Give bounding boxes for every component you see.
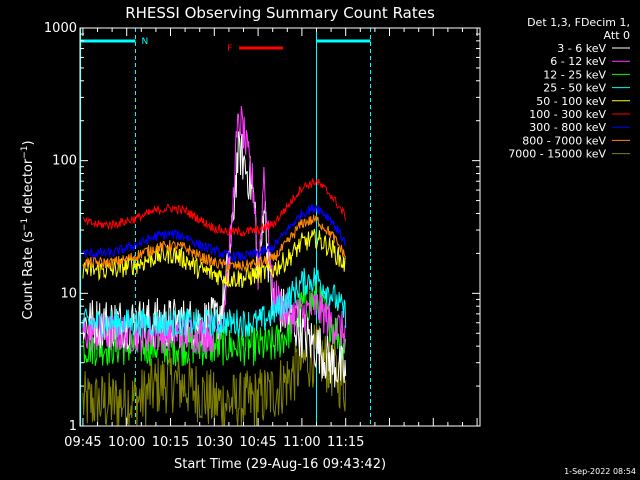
flare-label: F <box>227 44 232 54</box>
x-tick-label: 10:45 <box>239 435 276 450</box>
chart-title: RHESSI Observing Summary Count Rates <box>125 4 435 22</box>
x-tick-label: 11:15 <box>327 435 364 450</box>
legend-header-2: Att 0 <box>604 29 630 42</box>
plot-frame <box>79 27 481 427</box>
y-tick-label: 100 <box>52 154 77 169</box>
x-axis: 09:45 10:00 10:15 10:30 10:45 11:00 11:15 <box>64 28 478 450</box>
y-axis: 1 10 100 1000 <box>44 21 480 434</box>
x-axis-title: Start Time (29-Aug-16 09:43:42) <box>174 457 386 472</box>
y-tick-label: 1000 <box>44 21 77 36</box>
y-axis-title: Count Rate (s−1 detector−1) <box>20 140 36 319</box>
series-line <box>82 105 347 354</box>
series-line <box>82 178 347 237</box>
series-line <box>82 228 346 289</box>
legend-entry: 3 - 6 keV <box>557 42 606 55</box>
legend-entry: 6 - 12 keV <box>550 55 606 68</box>
legend-entry: 25 - 50 keV <box>543 82 606 95</box>
legend-entry: 12 - 25 keV <box>543 68 606 81</box>
series-line <box>82 267 347 338</box>
y-tick-label: 1 <box>69 419 77 434</box>
x-tick-label: 10:15 <box>152 435 189 450</box>
legend-entry: 300 - 800 keV <box>529 121 606 134</box>
footer-timestamp: 1-Sep-2022 08:54 <box>564 467 636 476</box>
x-tick-label: 10:00 <box>108 435 145 450</box>
legend-header-1: Det 1,3, FDecim 1, <box>527 16 630 29</box>
x-tick-label: 11:00 <box>283 435 320 450</box>
x-tick-label: 10:30 <box>196 435 233 450</box>
y-tick-label: 10 <box>60 286 77 301</box>
night-label: N <box>141 37 148 47</box>
series-line <box>82 203 347 263</box>
series-line <box>82 214 346 273</box>
legend-entry: 7000 - 15000 keV <box>508 148 606 161</box>
x-tick-label: 09:45 <box>64 435 101 450</box>
legend-entry: 50 - 100 keV <box>536 95 606 108</box>
legend-entry: 100 - 300 keV <box>529 108 606 121</box>
legend-entry: 800 - 7000 keV <box>522 134 606 147</box>
